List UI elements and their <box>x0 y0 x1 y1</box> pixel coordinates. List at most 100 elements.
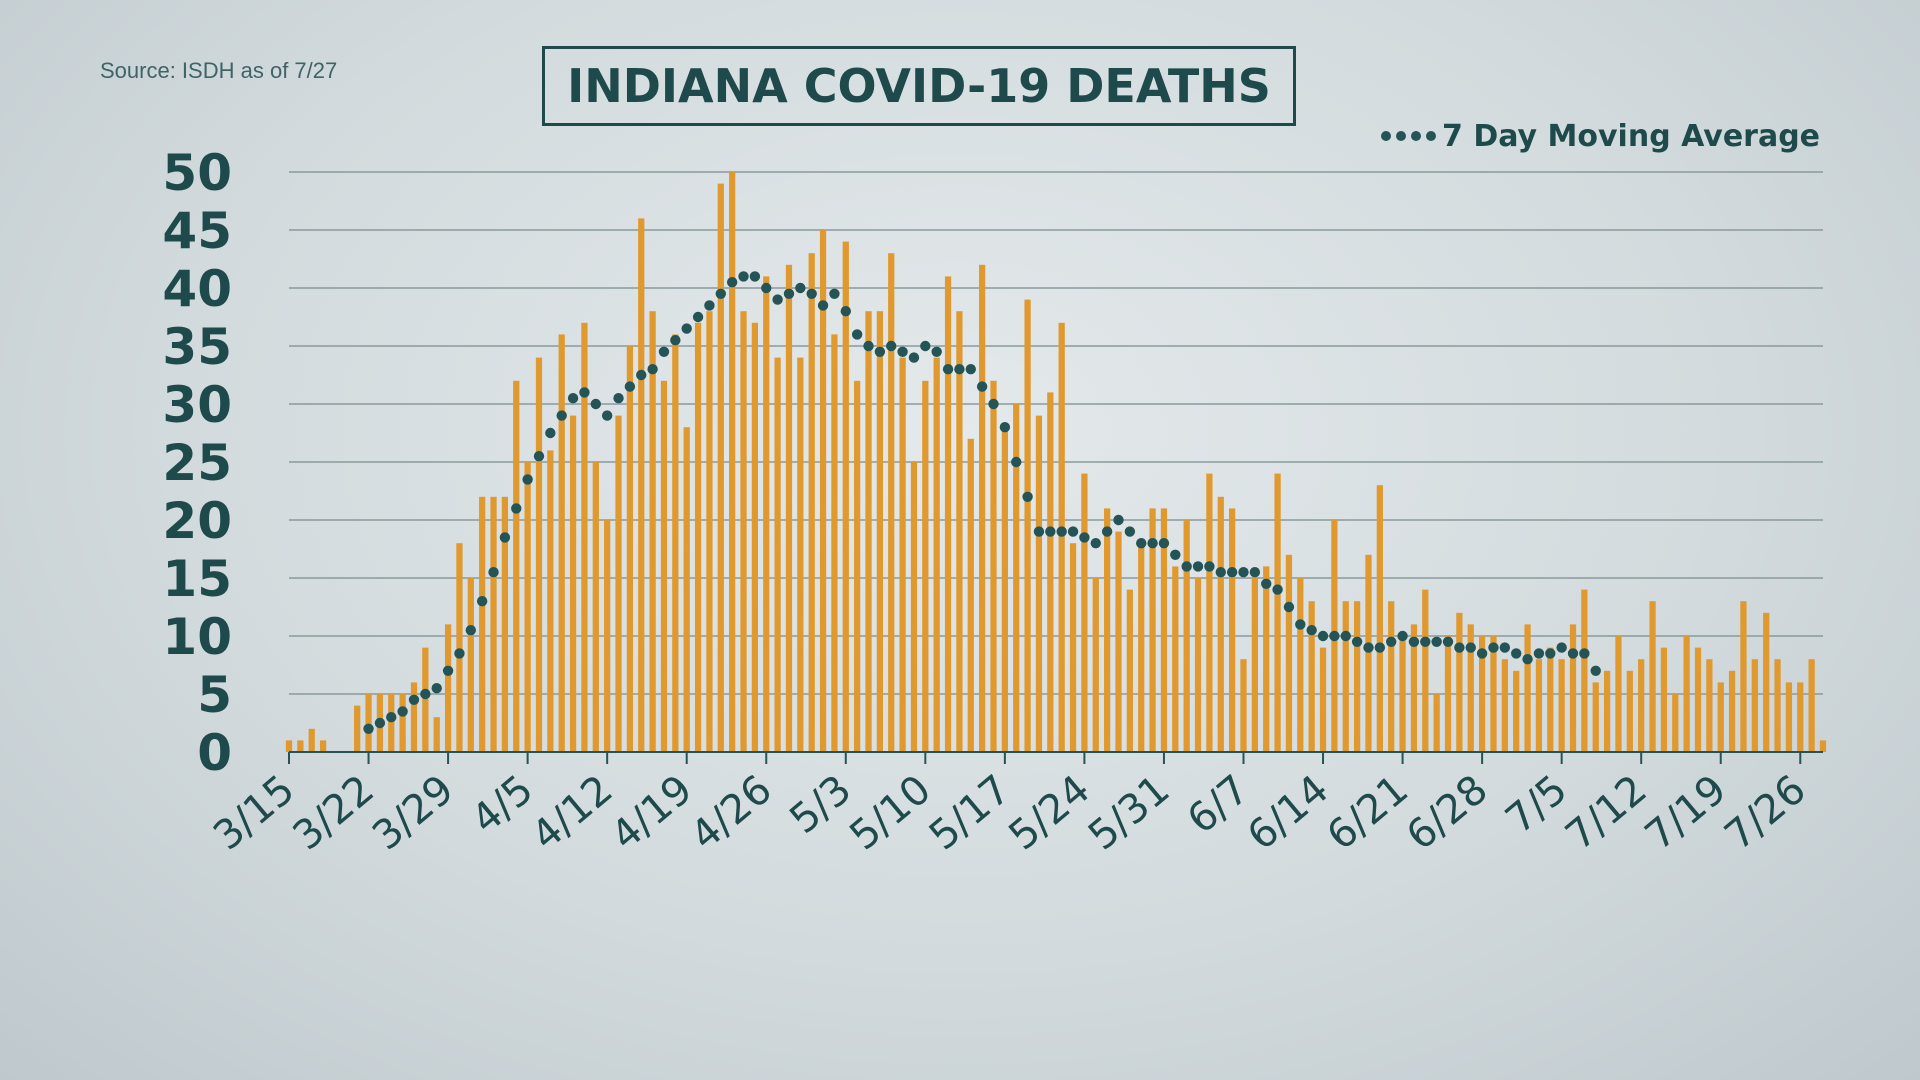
avg-point <box>420 688 431 700</box>
bar <box>1422 589 1429 752</box>
bar <box>524 462 531 752</box>
avg-point <box>1181 561 1192 572</box>
avg-point <box>1011 456 1022 468</box>
x-tick-label: 7/19 <box>1637 766 1735 859</box>
bar <box>1138 543 1145 752</box>
avg-point <box>931 346 942 357</box>
avg-point <box>897 346 908 357</box>
chart-title: INDIANA COVID-19 DEATHS <box>567 59 1271 113</box>
bar <box>490 496 497 752</box>
avg-point <box>1192 561 1204 572</box>
avg-point <box>386 712 397 723</box>
x-tick-label: 7/26 <box>1716 766 1814 859</box>
bar <box>513 380 520 752</box>
avg-point <box>749 271 761 282</box>
bar <box>751 322 759 752</box>
avg-point <box>806 288 817 299</box>
bar <box>535 357 543 752</box>
avg-point <box>1465 642 1476 653</box>
bar <box>1069 543 1077 752</box>
bar <box>581 322 588 752</box>
bar <box>706 311 713 752</box>
y-tick-label: 45 <box>162 202 232 260</box>
bar <box>649 311 656 752</box>
y-tick-label: 0 <box>197 724 232 782</box>
avg-point <box>863 340 874 352</box>
avg-point <box>601 410 613 421</box>
bar <box>979 264 986 752</box>
avg-point <box>1136 538 1147 549</box>
avg-point <box>1147 538 1158 549</box>
bar <box>1104 508 1111 752</box>
avg-point <box>1215 567 1226 578</box>
bar <box>1547 647 1554 752</box>
x-tick-label: 3/29 <box>364 766 462 859</box>
bar <box>1524 624 1531 752</box>
bar <box>1603 670 1611 752</box>
bar <box>1763 612 1770 752</box>
source-note: Source: ISDH as of 7/27 <box>100 58 338 83</box>
x-axis <box>288 751 1823 764</box>
avg-point <box>1397 630 1408 642</box>
bar <box>410 682 418 752</box>
bar <box>819 230 827 752</box>
avg-point <box>1170 549 1181 560</box>
avg-point <box>1124 526 1136 537</box>
avg-point <box>692 311 704 323</box>
title-box: INDIANA COVID-19 DEATHS <box>542 46 1296 126</box>
bar <box>626 346 634 752</box>
bar <box>831 334 838 752</box>
bar <box>1092 578 1099 752</box>
legend: 7 Day Moving Average <box>1380 118 1820 154</box>
bar <box>615 415 622 752</box>
bar <box>1785 682 1793 752</box>
bar <box>1149 508 1156 752</box>
bar <box>354 705 361 752</box>
avg-point <box>1511 648 1522 659</box>
bar <box>1308 601 1315 752</box>
bar <box>1376 485 1383 752</box>
bar <box>1819 740 1827 752</box>
bar <box>1024 299 1031 752</box>
x-tick-label: 5/31 <box>1080 766 1178 859</box>
bar <box>444 624 452 752</box>
bar <box>1513 670 1520 752</box>
bar <box>672 334 679 752</box>
bar <box>1660 647 1668 752</box>
y-tick-label: 35 <box>162 318 232 376</box>
bar <box>1740 601 1747 752</box>
bar <box>1569 624 1577 752</box>
bar <box>1501 659 1508 752</box>
bar <box>842 241 849 752</box>
avg-point <box>976 381 988 392</box>
avg-point <box>545 427 556 439</box>
bar <box>1774 659 1781 752</box>
avg-point <box>442 665 454 676</box>
bar <box>1285 554 1293 752</box>
bar <box>1058 322 1065 752</box>
bar <box>888 253 895 752</box>
bar <box>592 462 599 752</box>
avg-point <box>1454 642 1465 653</box>
x-tick-label: 6/14 <box>1239 766 1337 859</box>
avg-point <box>1545 648 1556 659</box>
avg-point <box>1283 601 1295 613</box>
bar <box>1274 473 1281 752</box>
bar <box>1115 531 1122 752</box>
avg-point <box>1249 567 1261 578</box>
x-tick-label: 5/24 <box>1000 766 1098 859</box>
bar <box>854 380 861 752</box>
avg-point <box>1556 642 1567 653</box>
bar <box>1342 601 1349 752</box>
bar <box>785 264 793 752</box>
avg-point <box>1374 642 1386 653</box>
avg-point <box>1056 526 1067 537</box>
avg-point <box>636 369 647 381</box>
avg-point <box>704 300 715 311</box>
avg-point <box>431 683 442 694</box>
avg-point <box>840 306 851 317</box>
y-tick-label: 50 <box>162 144 232 202</box>
avg-point <box>1101 526 1113 537</box>
avg-point <box>1067 526 1079 537</box>
x-tick-label: 3/22 <box>285 766 383 859</box>
